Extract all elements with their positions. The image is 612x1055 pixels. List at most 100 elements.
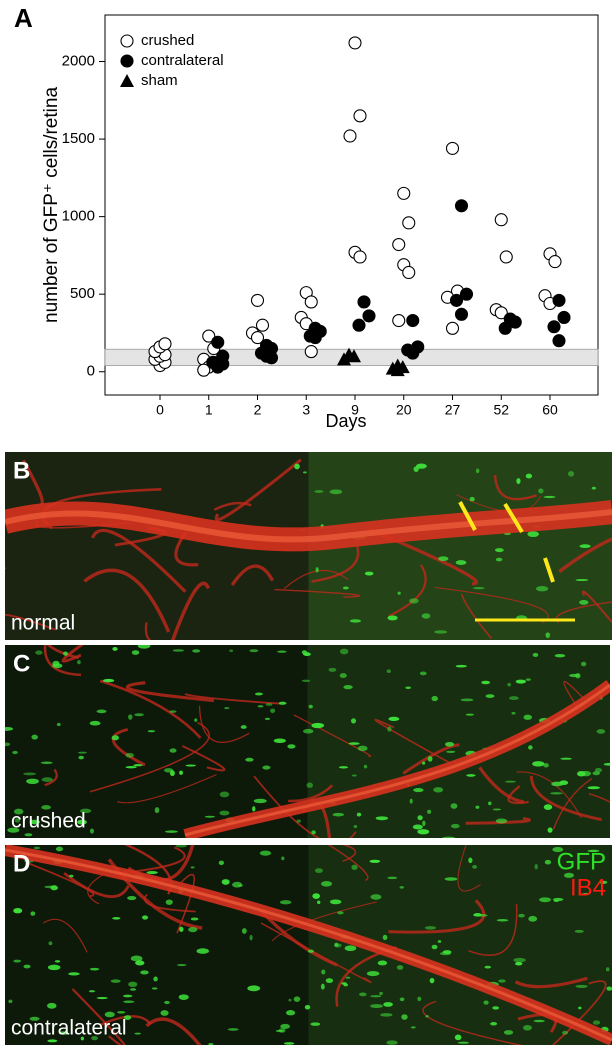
data-point — [407, 315, 419, 327]
gfp-cell — [493, 808, 501, 810]
data-point — [451, 294, 463, 306]
gfp-cell — [434, 630, 447, 633]
data-point — [344, 130, 356, 142]
gfp-cell — [111, 979, 121, 983]
data-point — [354, 110, 366, 122]
gfp-cell — [422, 821, 425, 826]
gfp-cell — [78, 756, 83, 760]
data-point — [257, 319, 269, 331]
gfp-cell — [550, 792, 563, 794]
gfp-cell — [123, 1001, 134, 1004]
gfp-cell — [176, 844, 187, 847]
gfp-cell — [456, 665, 467, 668]
gfp-cell — [23, 773, 36, 776]
gfp-cell — [425, 1015, 429, 1017]
x-tick-label: 1 — [205, 402, 213, 418]
gfp-cell — [597, 729, 606, 734]
gfp-cell — [513, 958, 525, 962]
gfp-cell — [581, 771, 591, 776]
gfp-cell — [341, 982, 347, 985]
gfp-cell — [339, 766, 348, 768]
gfp-cell — [562, 1031, 568, 1035]
data-point — [495, 214, 507, 226]
gfp-cell — [270, 709, 275, 714]
gfp-cell — [481, 681, 490, 685]
gfp-cell — [593, 1020, 600, 1024]
gfp-cell — [188, 927, 197, 932]
gfp-cell — [387, 669, 391, 673]
gfp-cell — [303, 652, 311, 656]
data-point — [266, 352, 278, 364]
legend-marker — [120, 74, 134, 87]
gfp-cell — [575, 985, 587, 988]
data-point — [353, 319, 365, 331]
gfp-cell — [485, 966, 491, 969]
gfp-cell — [592, 771, 600, 775]
gfp-cell — [305, 1005, 310, 1009]
data-point — [549, 256, 561, 268]
gfp-cell — [548, 827, 553, 832]
gfp-cell — [311, 723, 324, 728]
gfp-cell — [498, 979, 505, 982]
gfp-cell — [496, 819, 508, 824]
gfp-cell — [544, 804, 552, 810]
gfp-cell — [117, 1011, 125, 1014]
gfp-cell — [367, 971, 379, 976]
gfp-cell — [185, 765, 196, 767]
gfp-cell — [249, 649, 258, 652]
gfp-cell — [307, 783, 313, 788]
data-point — [398, 187, 410, 199]
gfp-cell — [48, 965, 61, 970]
legend-label: crushed — [141, 32, 194, 49]
data-point — [456, 308, 468, 320]
gfp-cell — [47, 1039, 57, 1042]
gfp-cell — [351, 718, 356, 723]
gfp-cell — [526, 474, 532, 479]
x-tick-label: 52 — [493, 402, 509, 418]
gfp-cell — [308, 950, 314, 953]
gfp-cell — [170, 748, 177, 752]
panel-label: C — [13, 650, 30, 677]
gfp-cell — [442, 837, 455, 840]
y-tick-label: 2000 — [62, 52, 95, 69]
gfp-cell — [430, 978, 435, 983]
gfp-cell — [229, 650, 233, 652]
gfp-cell — [400, 886, 405, 889]
data-point — [393, 315, 405, 327]
gfp-cell — [438, 940, 442, 943]
gfp-cell — [52, 661, 59, 667]
gfp-cell — [166, 899, 173, 904]
plot-frame — [105, 15, 598, 395]
y-tick-label: 1000 — [62, 208, 95, 225]
data-point — [309, 332, 321, 344]
y-tick-label: 0 — [87, 363, 95, 380]
gfp-cell — [472, 865, 477, 869]
x-tick-label: 9 — [351, 402, 359, 418]
gfp-cell — [192, 649, 200, 652]
gfp-cell — [208, 1043, 213, 1045]
data-point — [217, 358, 229, 370]
data-point — [553, 294, 565, 306]
gfp-cell — [164, 1001, 170, 1004]
gfp-cell — [31, 735, 38, 740]
gfp-cell — [568, 471, 574, 477]
gfp-cell — [191, 917, 199, 920]
gfp-cell — [515, 962, 522, 966]
gfp-cell — [23, 965, 30, 969]
legend-marker — [121, 35, 133, 47]
gfp-cell — [280, 900, 292, 904]
gfp-cell — [128, 714, 132, 719]
gfp-cell — [97, 997, 108, 999]
gfp-cell — [334, 943, 341, 947]
gfp-cell — [311, 830, 316, 834]
gfp-cell — [357, 813, 361, 817]
gfp-cell — [523, 715, 531, 720]
x-axis-label: Days — [325, 411, 366, 431]
gfp-cell — [219, 861, 224, 866]
gfp-cell — [135, 960, 144, 965]
gfp-cell — [321, 984, 325, 990]
gfp-cell — [312, 893, 320, 899]
gfp-cell — [228, 1028, 239, 1031]
data-point — [548, 321, 560, 333]
gfp-cell — [326, 978, 333, 983]
